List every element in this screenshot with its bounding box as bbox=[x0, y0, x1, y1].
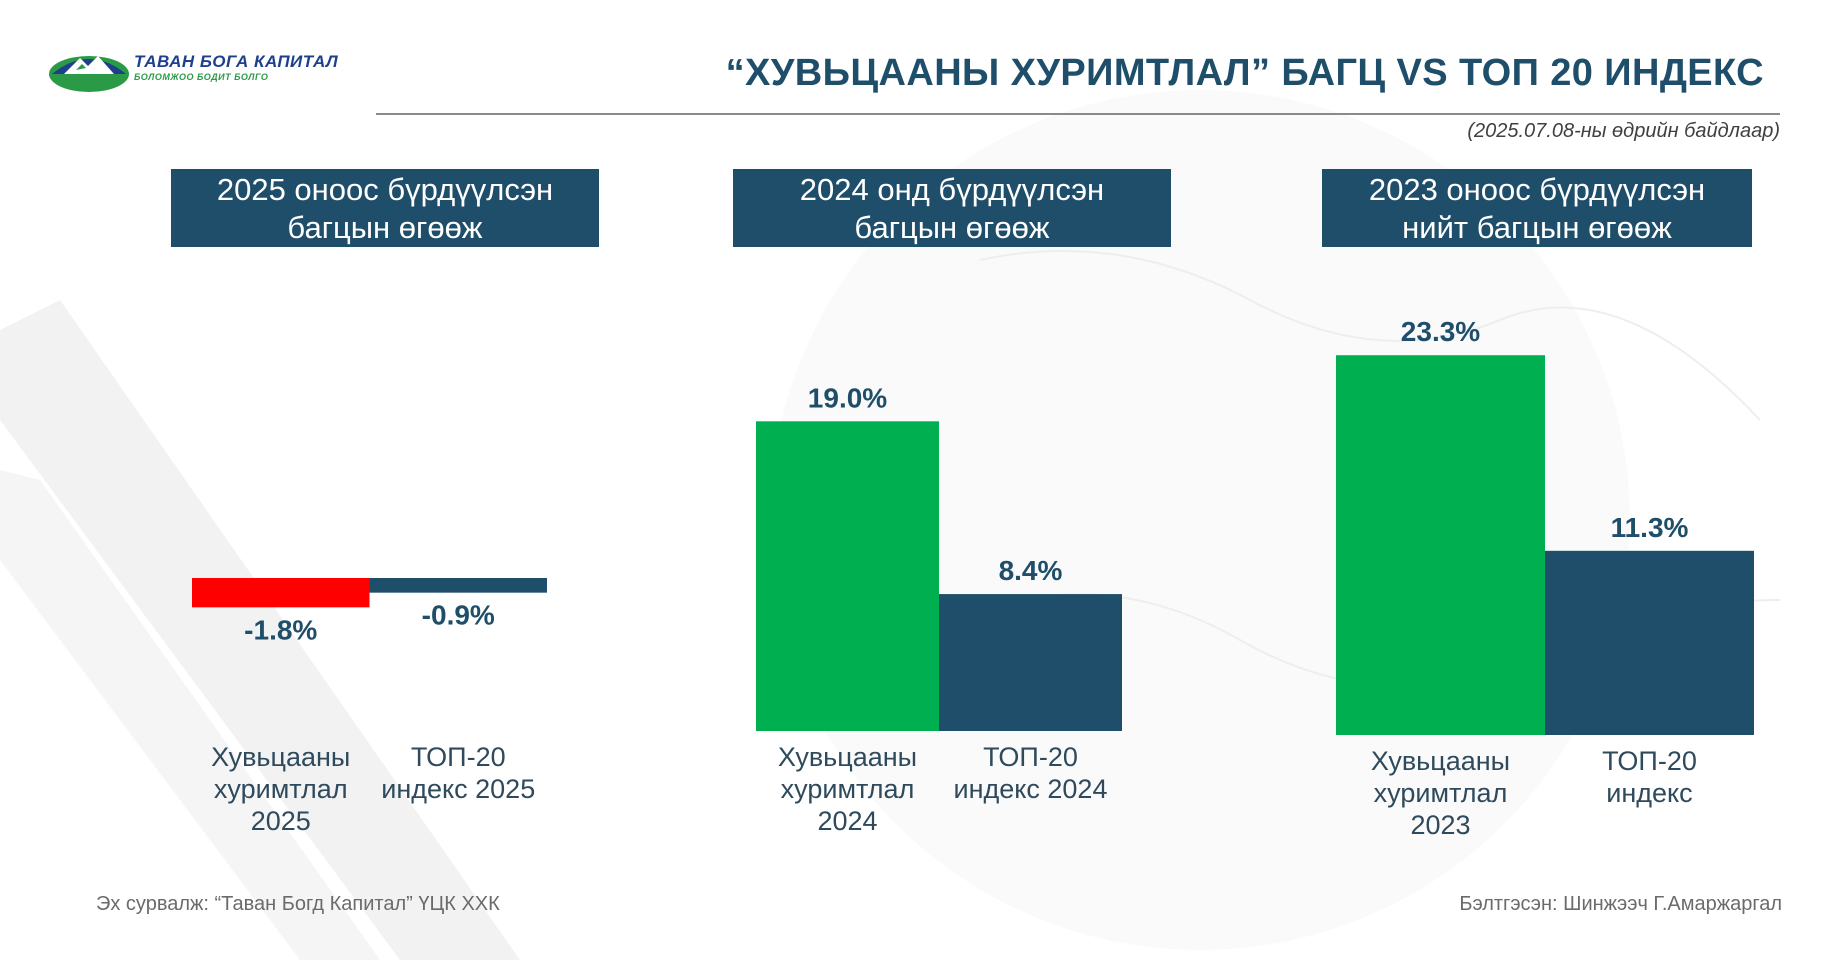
bar bbox=[939, 594, 1122, 731]
data-label: 11.3% bbox=[1611, 512, 1689, 543]
category-label: 2024 bbox=[817, 806, 877, 836]
title-divider bbox=[376, 113, 1780, 115]
category-label: 2025 bbox=[251, 806, 311, 836]
panel-title-line: багцын өгөөж bbox=[854, 210, 1050, 245]
date-note: (2025.07.08-ны өдрийн байдлаар) bbox=[1467, 120, 1780, 142]
bar bbox=[756, 421, 939, 731]
panel-title-2023: 2023 оноос бүрдүүлсэн нийт багцын өгөөж bbox=[1322, 169, 1752, 247]
category-label: 2023 bbox=[1410, 810, 1470, 840]
category-label: Хувьцааны bbox=[778, 742, 917, 772]
author-note: Бэлтгэсэн: Шинжээч Г.Амаржаргал bbox=[1459, 893, 1782, 915]
panel-title-line: 2023 оноос бүрдүүлсэн bbox=[1368, 172, 1706, 207]
panel-title-line: багцын өгөөж bbox=[287, 210, 483, 245]
category-label: ТОП-20 bbox=[983, 742, 1078, 772]
category-label: индекс 2024 bbox=[954, 774, 1108, 804]
category-label: хуримтлал bbox=[214, 774, 348, 804]
category-label: Хувьцааны bbox=[211, 742, 350, 772]
panel-title-line: 2025 оноос бүрдүүлсэн bbox=[216, 172, 554, 207]
data-label: 23.3% bbox=[1401, 316, 1480, 347]
bar bbox=[192, 578, 370, 608]
panel-title-line: 2024 онд бүрдүүлсэн bbox=[799, 172, 1105, 207]
panel-title-line: нийт багцын өгөөж bbox=[1402, 210, 1672, 245]
panel-title-2025: 2025 оноос бүрдүүлсэн багцын өгөөж bbox=[171, 169, 599, 247]
category-label: ТОП-20 bbox=[411, 742, 506, 772]
logo-slogan: БОЛОМЖОО БОДИТ БОЛГО bbox=[134, 72, 269, 82]
bar bbox=[1545, 550, 1754, 735]
bar bbox=[369, 578, 547, 593]
category-label: индекс 2025 bbox=[381, 774, 535, 804]
category-label: Хувьцааны bbox=[1371, 746, 1510, 776]
page-title: “ХУВЬЦААНЫ ХУРИМТЛАЛ” БАГЦ VS ТОП 20 ИНД… bbox=[725, 52, 1764, 94]
panel-title-2024: 2024 онд бүрдүүлсэн багцын өгөөж bbox=[733, 169, 1171, 247]
data-label: -0.9% bbox=[422, 600, 495, 631]
data-label: 8.4% bbox=[999, 555, 1063, 586]
data-label: 19.0% bbox=[808, 382, 887, 413]
category-label: ТОП-20 bbox=[1602, 746, 1697, 776]
source-note: Эх сурвалж: “Таван Богд Капитал” ҮЦК ХХК bbox=[96, 893, 500, 915]
category-label: индекс bbox=[1606, 778, 1692, 808]
bar bbox=[1336, 355, 1545, 735]
mountain-logo-icon bbox=[49, 56, 129, 92]
category-label: хуримтлал bbox=[1374, 778, 1508, 808]
company-logo: ТАВАН БОГА КАПИТАЛ БОЛОМЖОО БОДИТ БОЛГО bbox=[46, 48, 346, 98]
category-label: хуримтлал bbox=[781, 774, 915, 804]
logo-name: ТАВАН БОГА КАПИТАЛ bbox=[134, 52, 339, 71]
data-label: -1.8% bbox=[244, 614, 317, 645]
